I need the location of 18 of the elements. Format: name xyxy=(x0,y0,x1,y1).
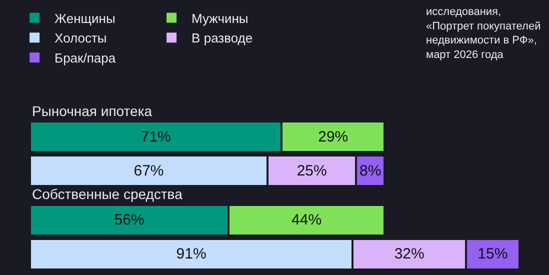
data-label: 15% xyxy=(478,246,508,263)
data-label: 91% xyxy=(176,246,206,263)
legend-label: Брак/пара xyxy=(54,50,116,66)
legend-label: Мужчины xyxy=(192,10,248,26)
data-label: 67% xyxy=(134,162,164,180)
legend-label: Женщины xyxy=(54,10,116,26)
y-tick-label: Собственные средства xyxy=(32,186,183,202)
data-label: 71% xyxy=(140,128,171,146)
data-label: 56% xyxy=(114,212,144,229)
text: исследования, «Портрет покупателей недвижимости в РФ», март 2026 года xyxy=(426,6,541,61)
data-label: 44% xyxy=(292,212,322,229)
legend-label: Холосты xyxy=(54,30,107,46)
legend-label: В разводе xyxy=(192,30,253,46)
y-tick-label: Рыночная ипотека xyxy=(32,103,152,119)
data-label: 29% xyxy=(318,128,348,146)
data-label: 8% xyxy=(360,162,382,180)
data-label: 25% xyxy=(296,162,327,180)
data-label: 32% xyxy=(394,246,424,263)
